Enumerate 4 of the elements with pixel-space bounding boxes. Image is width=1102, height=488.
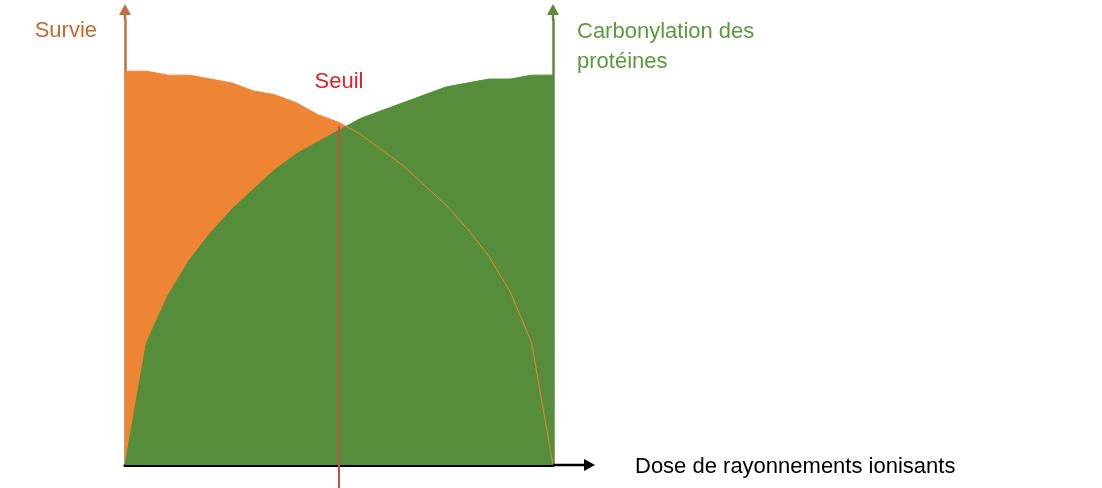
y2-axis-title: Carbonylation des protéines [577, 17, 756, 75]
y-axis-title: Survie [34, 16, 97, 42]
x-axis-title: Dose de rayonnements ionisants [635, 452, 956, 478]
annotation: Seuil [314, 68, 364, 95]
